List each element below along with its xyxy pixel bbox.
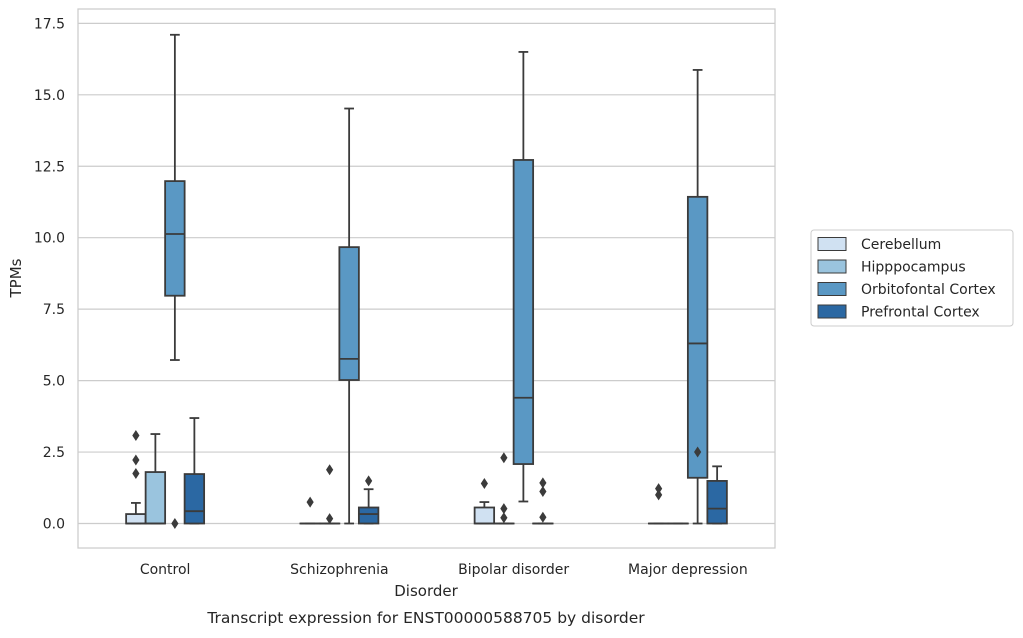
y-tick-label: 12.5 bbox=[34, 159, 65, 175]
y-tick-label: 17.5 bbox=[34, 16, 65, 32]
x-tick-label: Major depression bbox=[628, 562, 748, 578]
outlier-marker bbox=[132, 468, 139, 479]
outlier-marker bbox=[132, 455, 139, 466]
box-body bbox=[475, 507, 495, 523]
outlier-marker bbox=[500, 452, 507, 463]
outlier-marker bbox=[307, 497, 314, 508]
chart-caption: Transcript expression for ENST0000058870… bbox=[206, 609, 645, 627]
y-tick-label: 15.0 bbox=[34, 88, 65, 104]
box-layer bbox=[126, 35, 727, 529]
y-tick-label: 2.5 bbox=[43, 445, 65, 461]
outlier-marker bbox=[655, 483, 662, 494]
outlier-marker bbox=[132, 430, 139, 441]
legend-label: Prefrontal Cortex bbox=[861, 305, 980, 321]
box-prefrontal-cortex bbox=[359, 475, 379, 523]
legend-label: Cerebellum bbox=[861, 237, 941, 253]
box-orbitofontal-cortex bbox=[165, 35, 185, 529]
box-cerebellum bbox=[126, 430, 146, 524]
box-body bbox=[165, 181, 185, 296]
x-tick-label: Control bbox=[140, 562, 191, 578]
outlier-marker bbox=[539, 512, 546, 523]
y-tick-label: 7.5 bbox=[43, 302, 65, 318]
box-hipppocampus bbox=[320, 464, 340, 524]
box-body bbox=[185, 474, 205, 523]
box-prefrontal-cortex bbox=[533, 477, 553, 523]
outlier-marker bbox=[539, 477, 546, 488]
box-body bbox=[688, 197, 708, 478]
legend-label: Hipppocampus bbox=[861, 260, 966, 276]
y-tick-label: 5.0 bbox=[43, 374, 65, 390]
box-prefrontal-cortex bbox=[185, 418, 205, 523]
legend-label: Orbitofontal Cortex bbox=[861, 282, 996, 298]
box-body bbox=[126, 514, 146, 523]
box-orbitofontal-cortex bbox=[514, 52, 534, 502]
legend: Cerebellum Hipppocampus Orbitofontal Corte… bbox=[811, 230, 1013, 326]
box-body bbox=[146, 472, 166, 523]
box-body bbox=[707, 481, 727, 524]
outlier-marker bbox=[171, 518, 178, 529]
box-cerebellum bbox=[649, 483, 669, 523]
outlier-marker bbox=[326, 513, 333, 524]
legend-swatch bbox=[818, 238, 846, 251]
y-axis: 0.0 2.5 5.0 7.5 10.0 12.5 15.0 17.5 bbox=[34, 16, 65, 532]
outlier-marker bbox=[326, 464, 333, 475]
box-body bbox=[514, 160, 534, 464]
x-axis-title: Disorder bbox=[394, 582, 458, 600]
legend-swatch bbox=[818, 283, 846, 296]
box-orbitofontal-cortex bbox=[688, 70, 708, 524]
box-hipppocampus bbox=[494, 452, 514, 523]
box-prefrontal-cortex bbox=[707, 466, 727, 523]
y-tick-label: 0.0 bbox=[43, 517, 65, 533]
y-axis-title: TPMs bbox=[7, 258, 25, 298]
outlier-marker bbox=[365, 475, 372, 486]
legend-swatch bbox=[818, 305, 846, 318]
box-body bbox=[359, 507, 379, 523]
box-orbitofontal-cortex bbox=[339, 109, 359, 524]
box-cerebellum bbox=[300, 497, 320, 524]
x-axis: Control Schizophrenia Bipolar disorder Majo… bbox=[140, 562, 748, 578]
legend-swatch bbox=[818, 260, 846, 273]
x-tick-label: Schizophrenia bbox=[290, 562, 388, 578]
box-hipppocampus bbox=[146, 434, 166, 523]
box-body bbox=[339, 247, 359, 380]
outlier-marker bbox=[500, 503, 507, 514]
outlier-marker bbox=[481, 478, 488, 489]
box-cerebellum bbox=[475, 478, 495, 524]
x-tick-label: Bipolar disorder bbox=[458, 562, 569, 578]
y-tick-label: 10.0 bbox=[34, 231, 65, 247]
